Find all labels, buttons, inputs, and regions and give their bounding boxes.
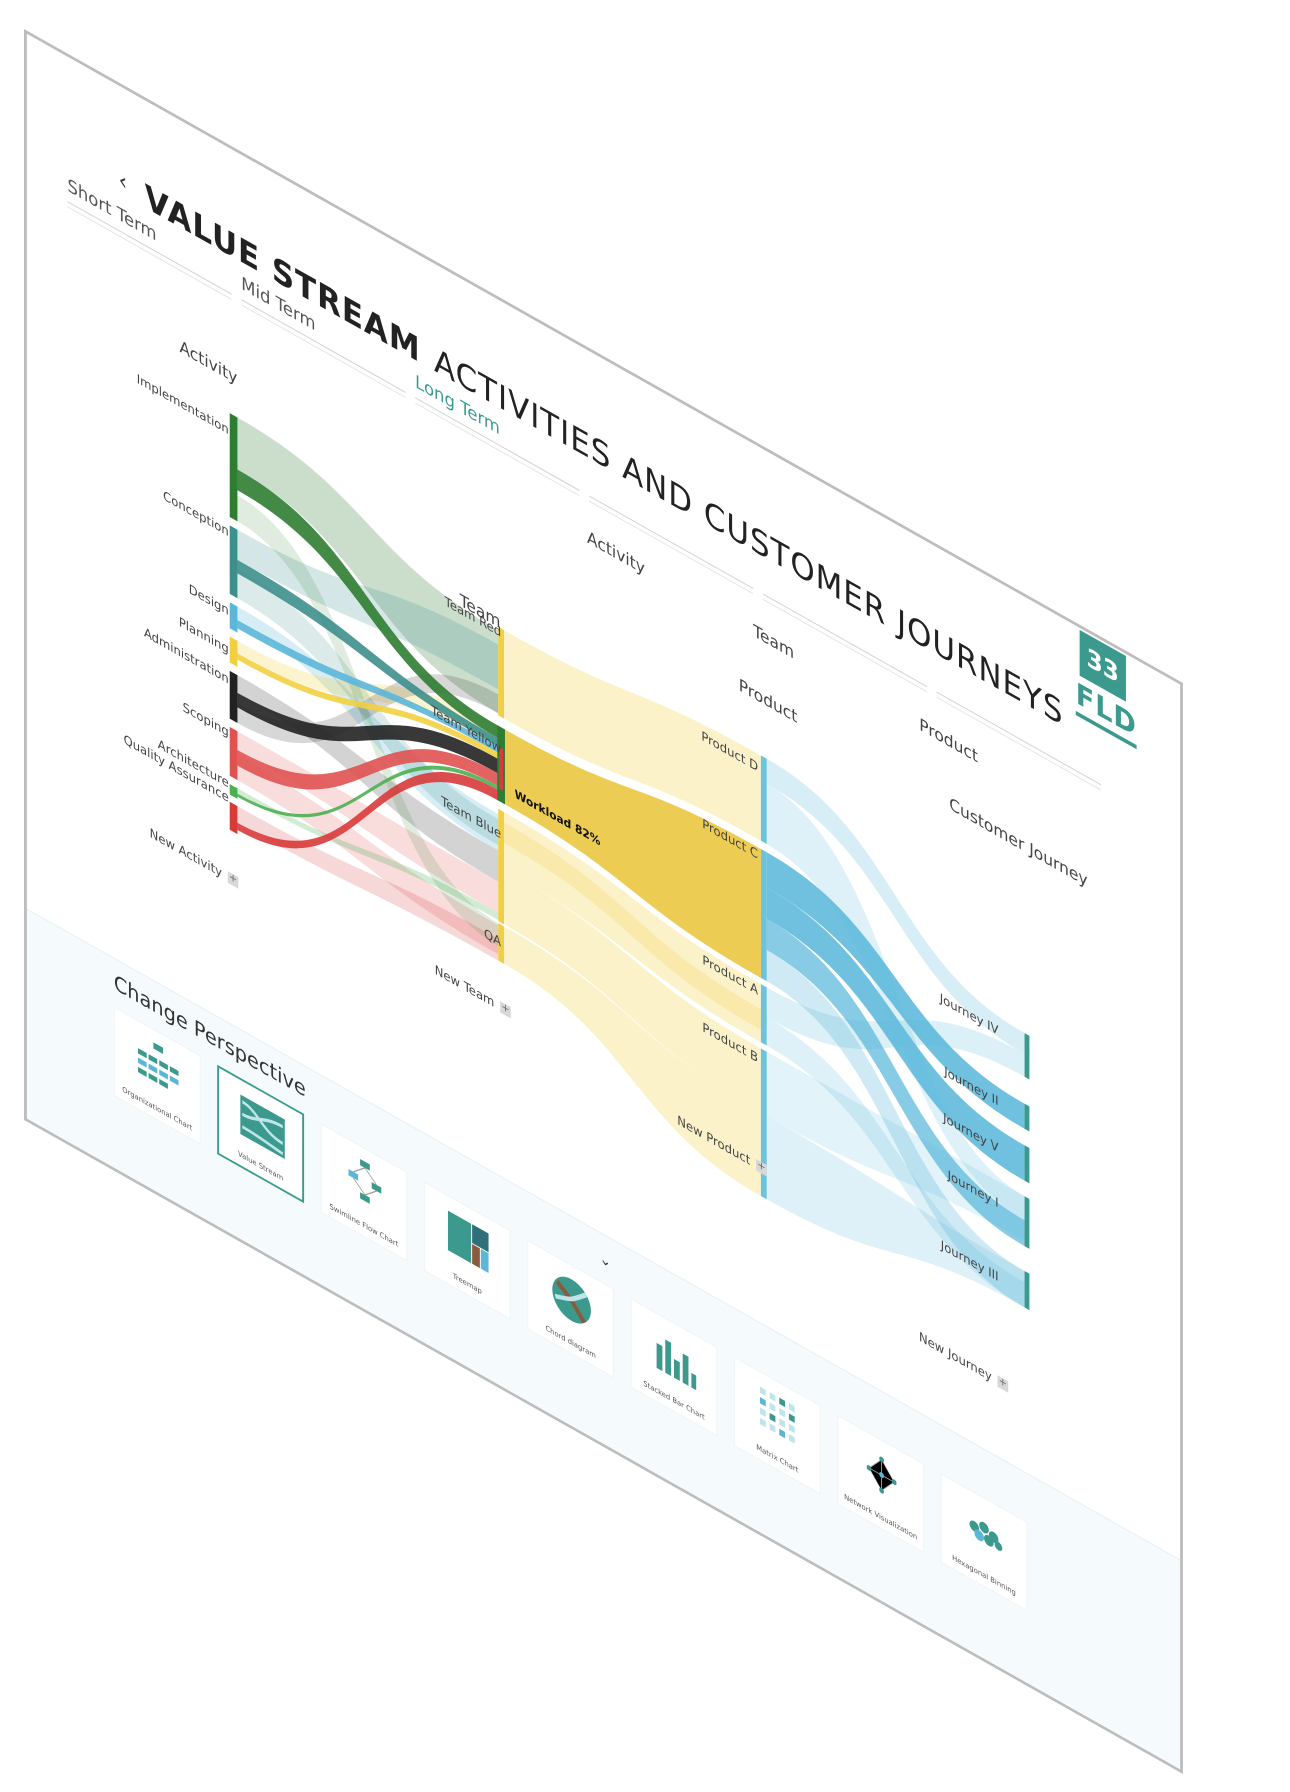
flow-background-3 [237,640,499,747]
network-icon [857,1435,905,1514]
product-node-bar-0 [760,755,767,844]
product-node-bar-2 [760,984,767,1046]
perspective-card-matrix-chart[interactable]: Matrix Chart [733,1356,821,1495]
flow-team-product-2 [504,869,761,1113]
org-chart-icon [134,1027,182,1106]
flow-product-journey-6 [766,987,1025,1077]
flow-product-journey-3 [766,887,1025,1181]
flow-chart-icon [341,1144,389,1223]
flow-product-journey-9 [766,1116,1025,1308]
journey-node-bar-3 [1024,1196,1030,1249]
flow-product-journey-5 [766,949,1025,1308]
perspective-card-chord-diagram[interactable]: Chord diagram [527,1239,615,1379]
flow-product-journey-7 [766,1017,1025,1308]
flow-team-product-3 [504,926,761,1197]
flow-background-0 [237,417,499,714]
team-node-bar-2 [498,808,505,925]
flow-highlight-5 [237,749,499,790]
activity-node-bar-7 [229,801,238,835]
treemap-icon [444,1202,492,1281]
perspective-card-network[interactable]: Network Visualization [837,1414,925,1554]
journey-node-bar-2 [1024,1145,1030,1184]
flow-background-7 [237,788,499,920]
sankey-diagram [229,413,1030,1311]
team-node-bar-0 [498,626,505,719]
flow-team-product-4 [504,822,761,1030]
matrix-chart-icon [754,1377,802,1456]
flow-team-product-0 [504,630,761,841]
team-yellow-workload-mark [499,747,504,791]
activity-node-bar-0 [229,413,238,522]
perspective-card-bar-chart[interactable]: Stacked Bar Chart [630,1298,718,1437]
perspective-card-hexbin[interactable]: Hexagonal Binning [940,1472,1028,1612]
flow-highlight-0 [237,469,499,739]
activity-node-bar-5 [229,726,238,781]
flow-product-journey-0 [766,758,1025,1054]
flow-highlight-6 [237,765,499,818]
perspective-card-treemap[interactable]: Treemap [423,1181,511,1320]
flow-highlight-1 [237,559,499,747]
flow-highlight-2 [237,620,499,753]
activity-node-bar-1 [229,525,238,599]
flow-team-product-1 [504,812,761,1043]
bar-chart-icon [651,1319,699,1398]
journey-node-bar-1 [1024,1103,1030,1132]
perspective-cards: Organizational Chart Value Stream Swimline… [27,910,1183,1612]
perspective-card-value-stream[interactable]: Value Stream [217,1064,305,1204]
chord-diagram-icon [547,1261,595,1340]
activity-node-bar-4 [229,670,238,723]
journey-node-bar-4 [1024,1271,1030,1311]
flow-team-product-highlight [504,728,761,978]
flow-highlight-3 [237,653,499,759]
activity-node-bar-6 [229,784,238,799]
flow-product-journey-8 [766,1051,1025,1241]
flow-background-10 [237,495,499,946]
value-stream-panel: ‹ VALUE STREAMACTIVITIES AND CUSTOMER JO… [24,29,1183,1774]
team-node-bar-3 [498,923,505,964]
flow-background-6 [237,755,499,955]
activity-node-bar-3 [229,636,238,667]
hexbin-icon [961,1494,1009,1573]
product-node-bar-1 [760,849,767,982]
flow-highlight-4 [237,692,499,774]
perspective-card-org-chart[interactable]: Organizational Chart [113,1006,201,1145]
activity-node-bar-2 [229,602,238,633]
journey-node-bar-0 [1024,1033,1030,1080]
flow-product-journey-2 [766,852,1025,1129]
chevron-down-icon[interactable]: ⌄ [599,1249,611,1273]
perspective-card-flow-chart[interactable]: Swimline Flow Chart [320,1123,408,1262]
flow-product-journey-4 [766,918,1025,1247]
value-stream-icon [238,1087,286,1166]
flow-highlight-7 [237,772,499,849]
perspective-bar: Change Perspective ⌄ Organizational Char… [26,908,1183,1774]
